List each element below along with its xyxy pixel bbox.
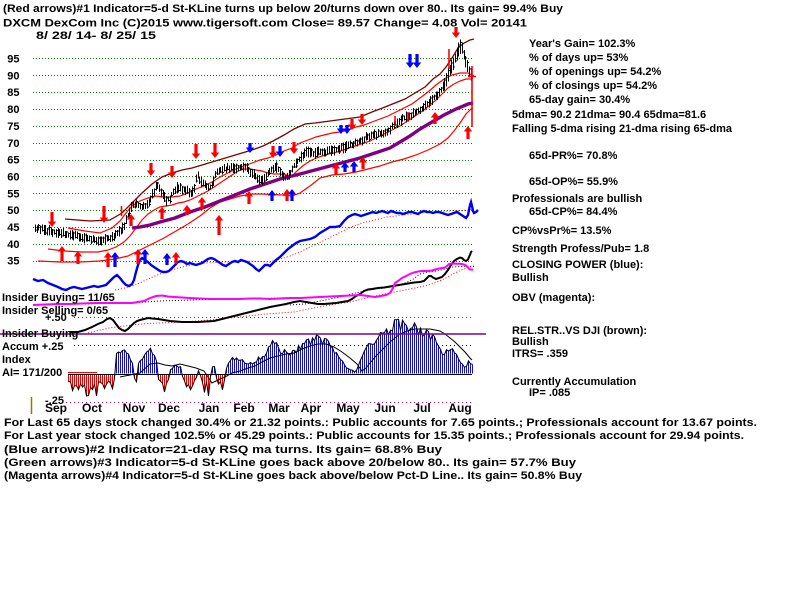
svg-text:65: 65 <box>7 155 19 167</box>
svg-text:(Magenta arrows)#4 Indicator=5: (Magenta arrows)#4 Indicator=5-d St-KLin… <box>4 470 583 482</box>
svg-text:% of closings up= 54.2%: % of closings up= 54.2% <box>529 80 657 92</box>
svg-text:50: 50 <box>7 205 19 217</box>
svg-text:85: 85 <box>7 87 19 99</box>
svg-text:May: May <box>336 401 360 415</box>
svg-text:95: 95 <box>7 54 19 66</box>
svg-text:Year's Gain= 102.3%: Year's Gain= 102.3% <box>529 38 635 50</box>
svg-text:Mar: Mar <box>268 401 290 415</box>
svg-text:Jul: Jul <box>413 401 430 415</box>
svg-text:75: 75 <box>7 121 19 133</box>
svg-text:(Green arrows)#3 Indicator=5-d: (Green arrows)#3 Indicator=5-d St-KLine … <box>4 457 577 469</box>
svg-text:Accum +.25: Accum +.25 <box>2 341 63 353</box>
svg-text:+.50: +.50 <box>45 312 67 324</box>
svg-text:Sep: Sep <box>45 401 67 415</box>
svg-text:55: 55 <box>7 188 19 200</box>
svg-text:AI= 171/200: AI= 171/200 <box>2 367 62 379</box>
svg-text:Bullish: Bullish <box>512 336 549 348</box>
svg-text:DXCM DexCom Inc (C)2015 ww: DXCM DexCom Inc (C)2015 www.tigersoft.co… <box>3 18 527 30</box>
svg-text:8/ 28/ 14- 8/ 25/ 15: 8/ 28/ 14- 8/ 25/ 15 <box>36 30 156 42</box>
svg-text:Jan: Jan <box>199 401 220 415</box>
svg-text:Insider Selling= 0/65: Insider Selling= 0/65 <box>2 305 108 317</box>
svg-text:Professionals are bullish: Professionals are bullish <box>512 193 642 205</box>
svg-text:90: 90 <box>7 70 19 82</box>
svg-text:65d-OP%= 55.9%: 65d-OP%= 55.9% <box>529 176 618 188</box>
svg-text:65d-PR%= 70.8%: 65d-PR%= 70.8% <box>529 150 618 162</box>
svg-text:(Red arrows)#1 Indicator=5-d S: (Red arrows)#1 Indicator=5-d St-KLine tu… <box>3 3 564 15</box>
svg-text:For Last year stock changed 1: For Last year stock changed 102.5% or 45… <box>4 430 744 442</box>
svg-text:Insider Buying= 11/65: Insider Buying= 11/65 <box>2 292 115 304</box>
svg-text:Bullish: Bullish <box>512 272 549 284</box>
svg-text:Strength Profess/Pub= 1.8: Strength Profess/Pub= 1.8 <box>512 243 649 255</box>
svg-text:65-day gain= 30.4%: 65-day gain= 30.4% <box>529 94 630 106</box>
svg-text:Oct: Oct <box>82 401 102 415</box>
svg-text:CP%vsPr%= 13.5%: CP%vsPr%= 13.5% <box>512 225 612 237</box>
svg-text:REL.STR..VS DJI (brown):: REL.STR..VS DJI (brown): <box>512 325 647 337</box>
svg-text:% of openings up= 54.2%: % of openings up= 54.2% <box>529 66 662 78</box>
svg-text:-.25: -.25 <box>45 395 64 407</box>
svg-text:80: 80 <box>7 104 19 116</box>
svg-text:Index: Index <box>2 354 32 366</box>
svg-text:% of days up= 53%: % of days up= 53% <box>529 52 629 64</box>
svg-text:Nov: Nov <box>123 401 146 415</box>
svg-text:35: 35 <box>7 256 19 268</box>
svg-text:OBV (magenta):: OBV (magenta): <box>512 292 595 304</box>
svg-text:Apr: Apr <box>301 401 322 415</box>
svg-text:70: 70 <box>7 138 19 150</box>
svg-text:Currently Accumulation: Currently Accumulation <box>512 376 637 388</box>
svg-text:40: 40 <box>7 239 19 251</box>
svg-text:60: 60 <box>7 171 19 183</box>
svg-text:IP= .085: IP= .085 <box>529 387 570 399</box>
svg-text:65d-CP%= 84.4%: 65d-CP%= 84.4% <box>529 206 618 218</box>
svg-text:5dma= 90.2 21dma= 90.4 65dma=8: 5dma= 90.2 21dma= 90.4 65dma=81.6 <box>512 109 706 121</box>
svg-text:(Blue arrows)#2 Indicator=21-d: (Blue arrows)#2 Indicator=21-day RSQ ma … <box>4 444 443 456</box>
svg-text:Feb: Feb <box>233 401 254 415</box>
svg-text:ITRS= .359: ITRS= .359 <box>512 348 568 360</box>
svg-text:For Last 65 days stock changed: For Last 65 days stock changed 30.4% or … <box>4 417 757 429</box>
svg-text:Jun: Jun <box>374 401 395 415</box>
svg-text:CLOSING POWER (blue):: CLOSING POWER (blue): <box>512 259 643 271</box>
svg-text:45: 45 <box>7 222 19 234</box>
svg-text:Aug: Aug <box>448 401 471 415</box>
svg-text:Dec: Dec <box>158 401 180 415</box>
svg-text:Falling 5-dma rising 21-dma: Falling 5-dma rising 21-dma rising 65-dm… <box>512 123 733 135</box>
svg-text:Insider Buying: Insider Buying <box>2 328 78 340</box>
